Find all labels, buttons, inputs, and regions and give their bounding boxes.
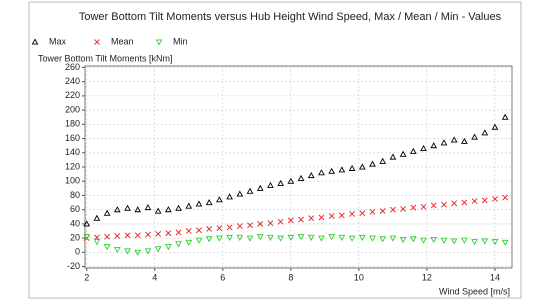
x-tick-label: 14	[490, 272, 500, 282]
y-tick-label: 260	[65, 62, 80, 72]
y-tick-label: 60	[70, 204, 80, 214]
y-tick-label: 80	[70, 190, 80, 200]
y-tick-label: 20	[70, 233, 80, 243]
y-tick-label: 240	[65, 76, 80, 86]
y-axis-label: Tower Bottom Tilt Moments [kNm]	[38, 53, 173, 63]
chart-title: Tower Bottom Tilt Moments versus Hub Hei…	[79, 11, 502, 23]
x-tick-label: 2	[84, 272, 89, 282]
y-tick-label: 200	[65, 104, 80, 114]
y-tick-label: 160	[65, 133, 80, 143]
x-tick-label: 6	[220, 272, 225, 282]
y-tick-label: 0	[75, 247, 80, 257]
x-tick-label: 12	[422, 272, 432, 282]
x-tick-label: 10	[354, 272, 364, 282]
x-axis-label: Wind Speed [m/s]	[439, 286, 510, 296]
x-tick-label: 4	[152, 272, 157, 282]
x-tick-label: 8	[288, 272, 293, 282]
y-tick-label: 40	[70, 218, 80, 228]
y-tick-label: -20	[67, 261, 80, 271]
page: {"chart_data": {"type": "scatter", "titl…	[0, 0, 552, 299]
y-tick-label: 100	[65, 176, 80, 186]
legend-label: Max	[49, 36, 67, 46]
y-tick-label: 120	[65, 161, 80, 171]
y-tick-label: 140	[65, 147, 80, 157]
legend-label: Mean	[111, 36, 134, 46]
legend-label: Min	[173, 36, 188, 46]
y-tick-label: 220	[65, 90, 80, 100]
y-tick-label: 180	[65, 119, 80, 129]
chart: Tower Bottom Tilt Moments versus Hub Hei…	[0, 0, 552, 299]
frame	[29, 2, 521, 298]
